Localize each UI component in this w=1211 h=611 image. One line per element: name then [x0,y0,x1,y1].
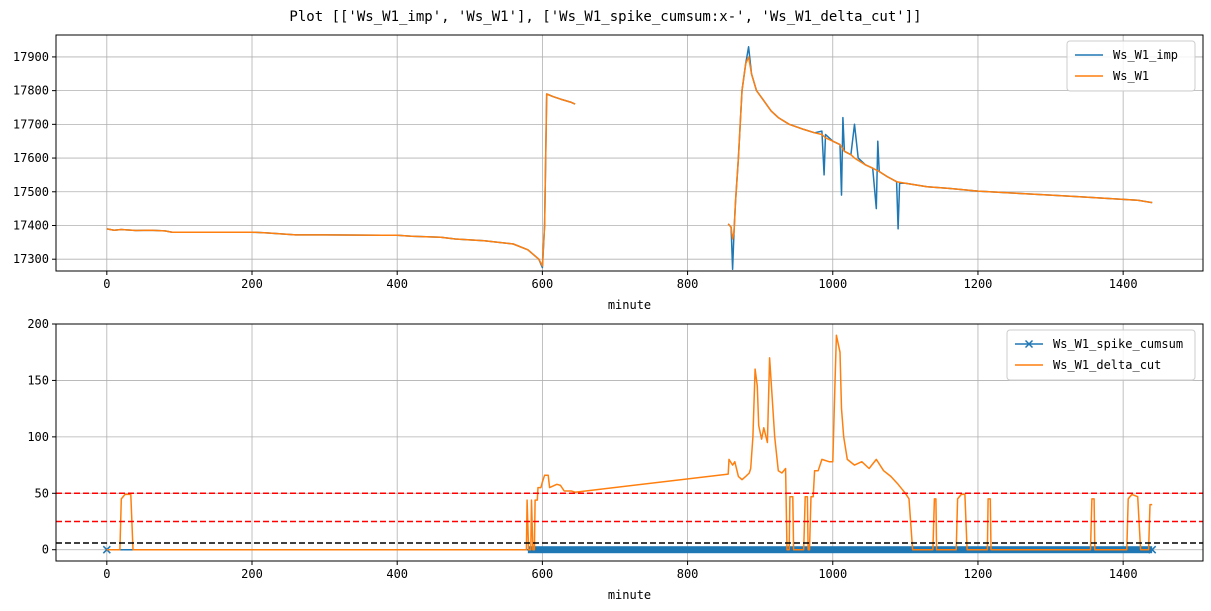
y-tick-label: 17400 [13,218,49,232]
x-tick-label: 200 [241,277,263,291]
y-tick-label: 17700 [13,117,49,131]
legend-entry-Ws_W1_spike_cumsum: Ws_W1_spike_cumsum [1053,337,1183,351]
x-tick-label: 800 [677,277,699,291]
series-line-Ws_W1_imp [106,93,576,269]
legend-entry-Ws_W1_imp: Ws_W1_imp [1113,48,1178,62]
y-tick-label: 50 [35,486,49,500]
bottom-axes: 0 200 400 600 800 1000 1200 1400 0 50 100 150 200 min… [27,317,1204,602]
x-tick-label: 0 [103,277,110,291]
y-tick-label: 17600 [13,151,49,165]
marker-band [527,546,1153,554]
axes-frame [55,34,1204,272]
legend-entry-Ws_W1: Ws_W1 [1113,69,1149,83]
x-tick-label: 1200 [964,567,993,581]
y-tick-label: 17300 [13,252,49,266]
legend-marker [1024,339,1034,349]
y-tick-label: 17800 [13,84,49,98]
x-tick-label: 600 [532,277,554,291]
y-tick-label: 150 [27,373,49,387]
series-line-Ws_W1 [727,56,1153,240]
y-tick-label: 100 [27,430,49,444]
y-tick-label: 0 [42,543,49,557]
x-tick-label: 0 [103,567,110,581]
x-tick-label: 400 [386,277,408,291]
series-line-Ws_W1_delta_cut [106,334,1153,551]
legend-box [1066,40,1196,92]
x-tick-label: 800 [677,567,699,581]
x-axis-label: minute [608,298,651,312]
x-tick-label: 200 [241,567,263,581]
legend: Ws_W1_imp Ws_W1 [1066,40,1196,92]
x-tick-label: 1400 [1109,277,1138,291]
y-tick-label: 200 [27,317,49,331]
top-axes: 0 200 400 600 800 1000 1200 1400 17300 17400 17500… [13,34,1204,312]
x-tick-label: 1000 [818,277,847,291]
x-tick-label: 1200 [964,277,993,291]
data-layer [106,46,1153,271]
data-layer [56,334,1203,554]
legend-entry-Ws_W1_delta_cut: Ws_W1_delta_cut [1053,358,1161,372]
x-tick-label: 600 [532,567,554,581]
x-tick-label: 1000 [818,567,847,581]
legend: Ws_W1_spike_cumsum Ws_W1_delta_cut [1006,329,1196,381]
x-tick-label: 400 [386,567,408,581]
x-axis-label: minute [608,588,651,602]
legend-box [1006,329,1196,381]
axes-frame [55,323,1204,562]
x-tick-label: 1400 [1109,567,1138,581]
y-tick-label: 17500 [13,185,49,199]
series-line-Ws_W1 [106,93,576,267]
y-tick-label: 17900 [13,50,49,64]
figure-title: Plot [['Ws_W1_imp', 'Ws_W1'], ['Ws_W1_sp… [289,9,922,25]
